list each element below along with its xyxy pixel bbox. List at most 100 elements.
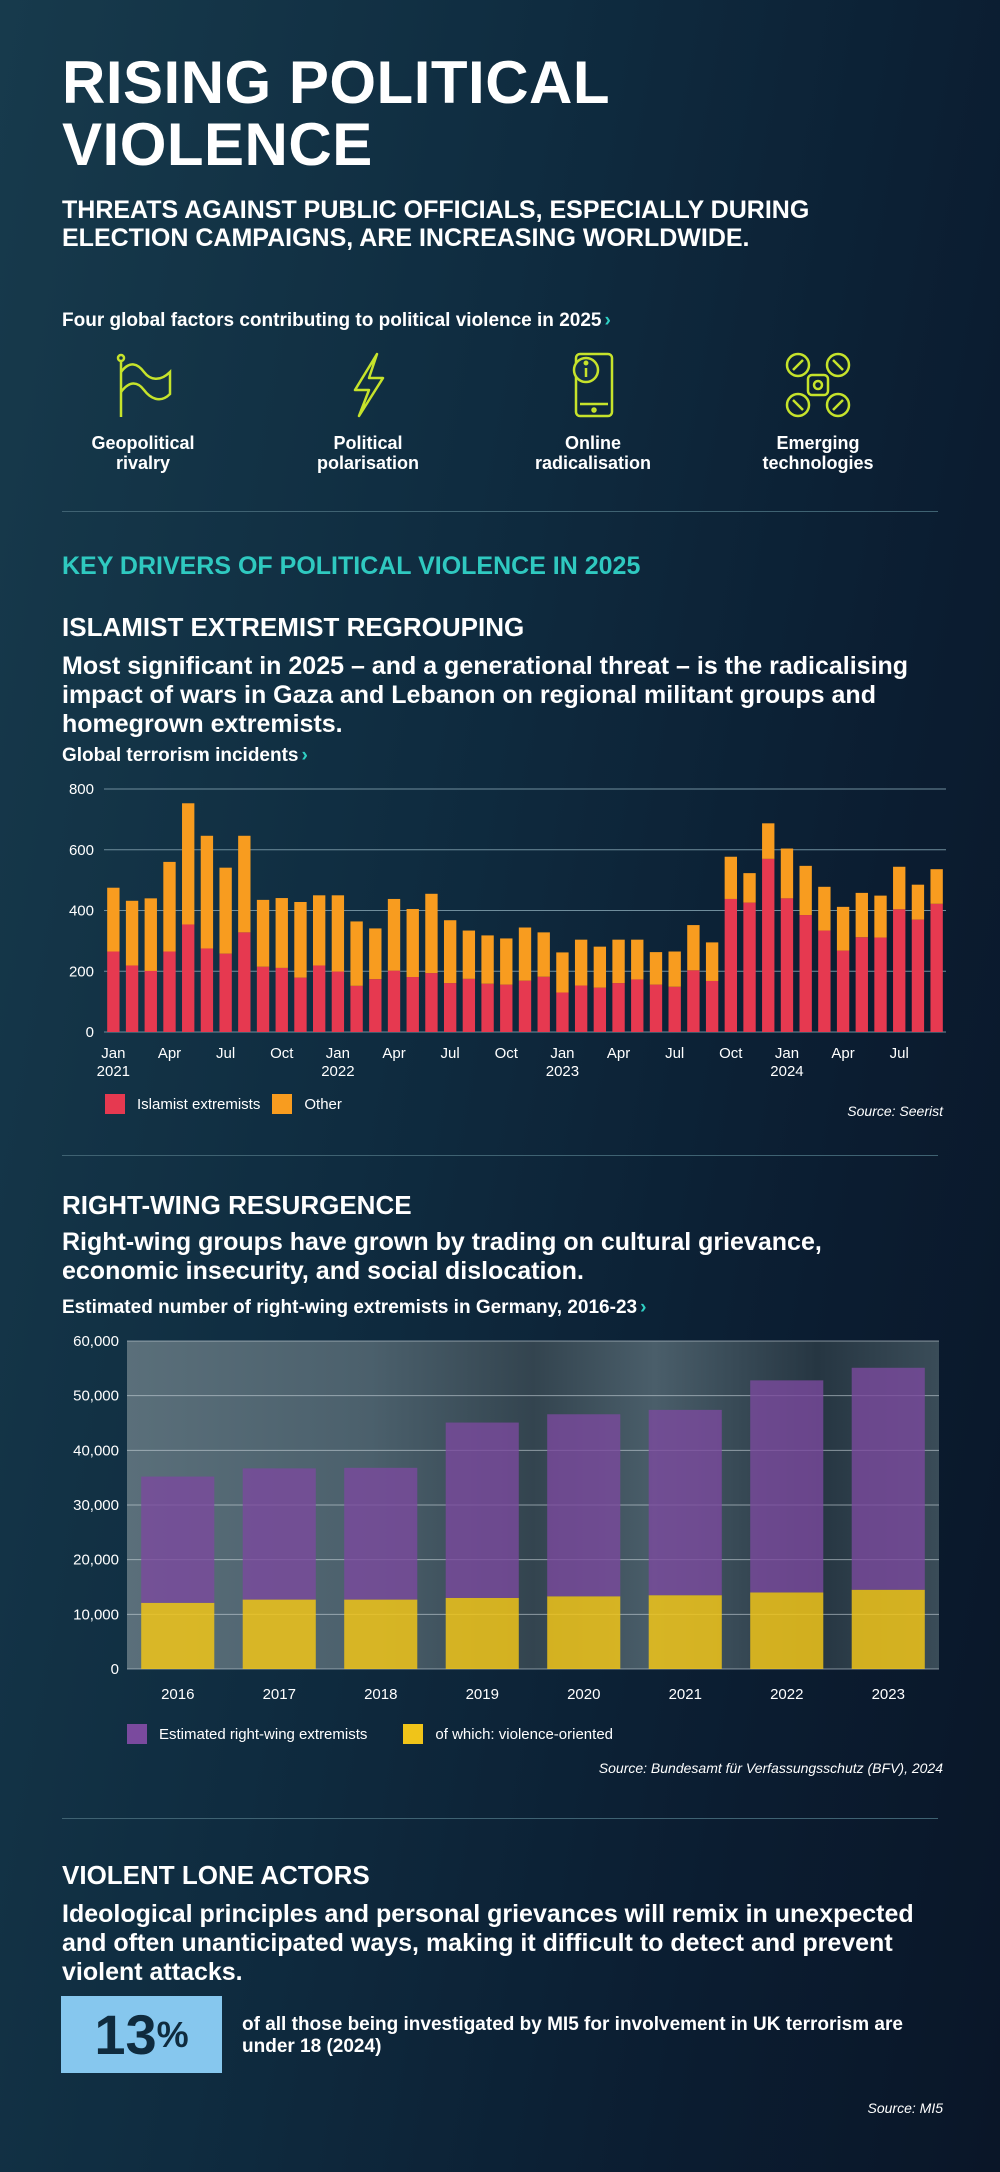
bar-other (462, 930, 476, 979)
bar-other (612, 939, 625, 984)
title-line-1: RISING POLITICAL (62, 49, 610, 116)
bar-other (818, 886, 831, 931)
bar-islamist (743, 902, 756, 1032)
bar-islamist (219, 953, 232, 1032)
bar-islamist (799, 915, 812, 1032)
chart1-title-text: Global terrorism incidents (62, 745, 299, 766)
page-title: RISING POLITICAL VIOLENCE (62, 52, 610, 176)
stat-text: of all those being investigated by MI5 f… (242, 2014, 903, 2057)
bar-islamist (649, 984, 663, 1032)
x-tick-year: 2021 (97, 1063, 130, 1080)
bar-other (874, 895, 887, 938)
bar-other (724, 856, 737, 899)
bar-islamist (818, 930, 831, 1032)
bar-right-wing-extremists (141, 1476, 215, 1603)
lone-text: Ideological principles and personal grie… (62, 1900, 914, 1986)
legend-swatch-other (272, 1094, 293, 1114)
chart2-title: Estimated number of right-wing extremist… (62, 1297, 646, 1319)
bar-other (144, 898, 157, 971)
bar-other (425, 893, 438, 974)
x-tick-label: 2020 (567, 1686, 600, 1703)
bar-violence-oriented (851, 1589, 925, 1669)
lone-source: Source: MI5 (867, 2100, 943, 2116)
bar-islamist (724, 898, 737, 1032)
x-tick-month: Apr (831, 1045, 854, 1062)
x-tick-month: Apr (607, 1045, 630, 1062)
factors-heading-text: Four global factors contributing to poli… (62, 310, 602, 331)
stat-value: 13 (94, 2003, 157, 2066)
legend-label-islamist: Islamist extremists (137, 1095, 261, 1113)
x-tick-month: Jan (550, 1045, 574, 1062)
x-tick-year: 2023 (546, 1063, 579, 1080)
bar-other (743, 873, 756, 903)
bar-other (350, 921, 363, 986)
bar-violence-oriented (750, 1592, 824, 1669)
bar-other (705, 942, 719, 981)
bar-right-wing-extremists (242, 1468, 316, 1600)
y-tick-label: 60,000 (73, 1333, 119, 1350)
factor-label-1: Online (564, 433, 621, 453)
x-tick-month: Apr (382, 1045, 405, 1062)
x-tick-label: 2016 (161, 1686, 194, 1703)
bar-islamist (294, 977, 307, 1032)
chart2-legend: Estimated right-wing extremists of which… (127, 1724, 613, 1744)
bar-islamist (443, 983, 457, 1032)
bar-islamist (911, 919, 925, 1032)
chart2-title-text: Estimated number of right-wing extremist… (62, 1297, 638, 1318)
bar-other (369, 928, 382, 980)
bar-islamist (425, 973, 438, 1032)
x-tick-month: Jul (441, 1045, 460, 1062)
bar-other (762, 823, 775, 859)
x-tick-label: 2022 (770, 1686, 803, 1703)
bar-right-wing-extremists (445, 1422, 519, 1598)
bar-islamist (481, 983, 494, 1032)
lightning-icon (353, 352, 385, 418)
bar-other (275, 898, 288, 968)
bar-islamist (612, 983, 625, 1032)
bar-islamist (369, 979, 382, 1032)
title-line-2: VIOLENCE (62, 111, 373, 178)
bar-other (219, 867, 232, 954)
bar-other (836, 906, 850, 951)
x-tick-month: Oct (495, 1045, 519, 1062)
bar-islamist (574, 985, 588, 1032)
bar-other (556, 952, 569, 993)
chevron-right-icon: › (640, 1297, 647, 1318)
bar-right-wing-extremists (344, 1467, 418, 1600)
chart1-source: Source: Seerist (847, 1103, 943, 1119)
factor-polarisation: Political polarisation (268, 350, 468, 473)
bar-islamist (275, 967, 288, 1032)
bar-islamist (930, 903, 943, 1032)
bar-islamist (182, 924, 195, 1032)
bar-other (182, 803, 195, 925)
key-drivers-heading: KEY DRIVERS OF POLITICAL VIOLENCE IN 202… (62, 552, 641, 580)
x-tick-month: Jul (665, 1045, 684, 1062)
bar-other (687, 925, 700, 971)
factor-label-2: technologies (762, 453, 874, 473)
y-tick-label: 200 (69, 963, 94, 980)
stat-box: 13% (61, 1996, 222, 2073)
bar-other (649, 952, 663, 985)
factor-label-2: rivalry (115, 453, 171, 473)
factor-label-2: radicalisation (534, 453, 652, 473)
x-tick-label: 2017 (263, 1686, 296, 1703)
bar-islamist (406, 977, 419, 1032)
bar-islamist (107, 951, 120, 1032)
bar-islamist (462, 978, 476, 1032)
bar-other (780, 848, 794, 899)
bar-violence-oriented (648, 1595, 722, 1669)
bar-other (631, 939, 644, 980)
x-tick-month: Jan (775, 1045, 799, 1062)
phone-alert-icon (572, 352, 614, 418)
bar-islamist (593, 987, 607, 1032)
bar-islamist (387, 970, 401, 1032)
bar-violence-oriented (344, 1599, 418, 1669)
bar-islamist (687, 970, 700, 1032)
bar-islamist (556, 992, 569, 1032)
bar-violence-oriented (242, 1599, 316, 1669)
x-tick-month: Oct (719, 1045, 743, 1062)
y-tick-label: 600 (69, 842, 94, 859)
bar-right-wing-extremists (648, 1409, 722, 1596)
bar-other (294, 901, 307, 978)
